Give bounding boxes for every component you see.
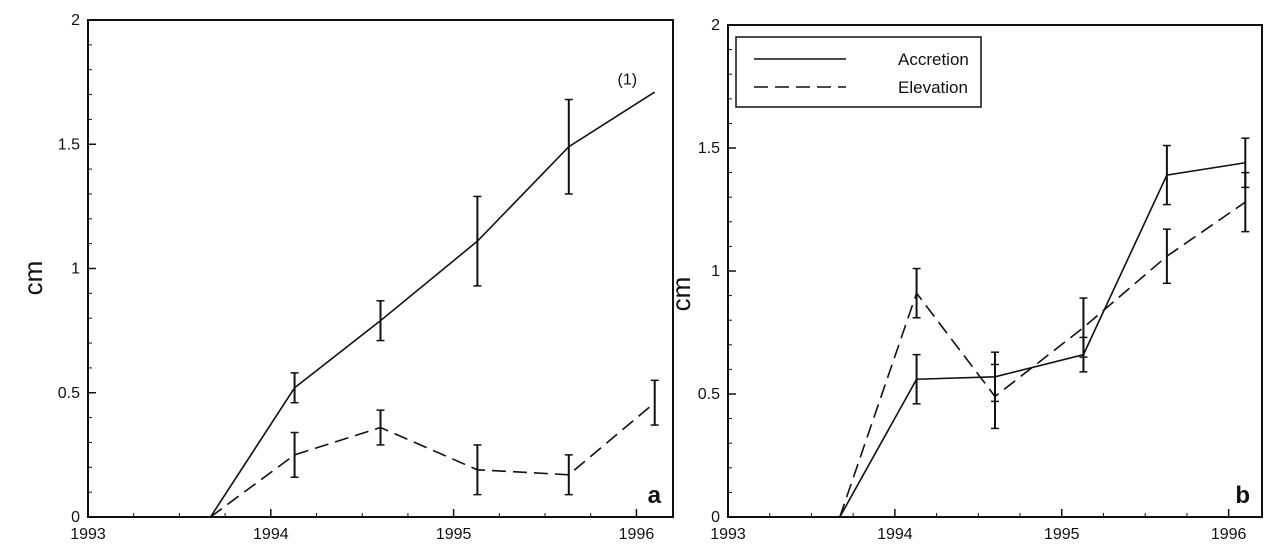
series-line-accretion <box>839 161 1246 518</box>
y-tick-label: 1 <box>711 263 720 280</box>
panel-label: b <box>1235 482 1250 509</box>
y-tick-label: 1.5 <box>698 140 720 157</box>
legend-label-elevation: Elevation <box>898 78 968 97</box>
x-tick-label: 1994 <box>253 526 289 543</box>
x-tick-label: 1993 <box>70 526 106 543</box>
annotation-label: (1) <box>618 72 638 89</box>
legend-label-accretion: Accretion <box>898 50 969 69</box>
y-tick-label: 0 <box>711 509 720 526</box>
x-tick-label: 1995 <box>436 526 472 543</box>
y-tick-label: 0.5 <box>58 385 80 402</box>
legend: Accretion Elevation <box>735 36 982 108</box>
x-tick-label: 1995 <box>1044 526 1080 543</box>
y-tick-label: 0.5 <box>698 386 720 403</box>
y-tick-label: 1.5 <box>58 136 80 153</box>
chart-panel-a: 1993 1994 1995 1996 0 0.5 1 1.5 2 cm (1) a <box>18 12 674 543</box>
series-line-dashed <box>210 402 656 518</box>
x-tick-label: 1994 <box>877 526 913 543</box>
legend-box <box>735 36 982 108</box>
y-tick-label: 0 <box>71 509 80 526</box>
panel-label: a <box>648 482 662 509</box>
y-tick-label: 2 <box>711 17 720 34</box>
series-line-solid <box>209 91 656 518</box>
chart-panel-b: 1993 1994 1995 1996 0 0.5 1 1.5 2 cm b Accretion Ele… <box>666 17 1263 543</box>
series-line-elevation <box>839 201 1246 518</box>
y-tick-label: 1 <box>71 261 80 278</box>
y-tick-label: 2 <box>71 12 80 29</box>
y-axis-label: cm <box>666 277 696 312</box>
x-tick-label: 1996 <box>1211 526 1247 543</box>
y-axis-label: cm <box>18 261 48 296</box>
x-tick-label: 1993 <box>710 526 746 543</box>
x-tick-label: 1996 <box>619 526 655 543</box>
